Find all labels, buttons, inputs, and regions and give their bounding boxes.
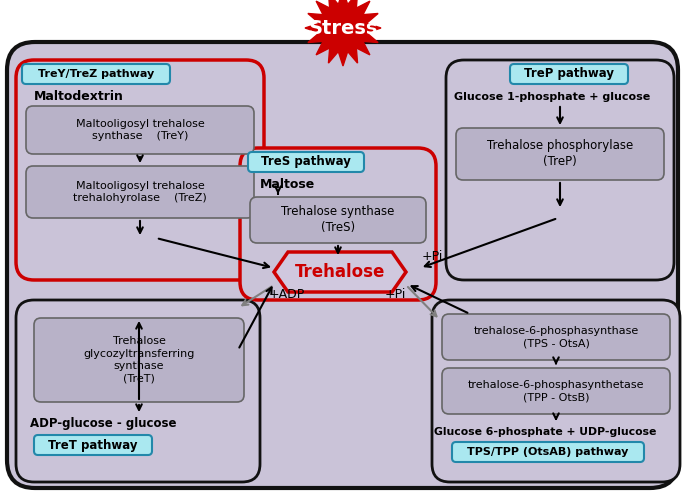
FancyBboxPatch shape <box>456 128 664 180</box>
Text: TreS pathway: TreS pathway <box>261 155 351 169</box>
FancyBboxPatch shape <box>442 314 670 360</box>
Text: Glucose 1-phosphate + glucose: Glucose 1-phosphate + glucose <box>454 92 650 102</box>
Text: Glucose 6-phosphate + UDP-glucose: Glucose 6-phosphate + UDP-glucose <box>434 427 656 437</box>
FancyBboxPatch shape <box>16 60 264 280</box>
FancyBboxPatch shape <box>446 60 674 280</box>
Text: Trehalose synthase
(TreS): Trehalose synthase (TreS) <box>282 206 395 235</box>
FancyBboxPatch shape <box>510 64 628 84</box>
FancyBboxPatch shape <box>22 64 170 84</box>
FancyBboxPatch shape <box>26 106 254 154</box>
Text: +Pi: +Pi <box>421 249 443 262</box>
Text: TreP pathway: TreP pathway <box>524 68 614 80</box>
Text: +ADP: +ADP <box>269 288 305 302</box>
Text: ADP-glucose - glucose: ADP-glucose - glucose <box>30 418 177 430</box>
Text: Trehalose
glycozyltransferring
synthase
(TreT): Trehalose glycozyltransferring synthase … <box>84 336 195 384</box>
Text: Maltooligosyl trehalose
synthase    (TreY): Maltooligosyl trehalose synthase (TreY) <box>75 119 204 141</box>
FancyBboxPatch shape <box>16 300 260 482</box>
FancyBboxPatch shape <box>34 318 244 402</box>
Text: TPS/TPP (OtsAB) pathway: TPS/TPP (OtsAB) pathway <box>467 447 629 457</box>
FancyBboxPatch shape <box>442 368 670 414</box>
FancyBboxPatch shape <box>240 148 436 300</box>
Text: Stress: Stress <box>308 19 377 37</box>
Polygon shape <box>274 252 406 292</box>
FancyBboxPatch shape <box>34 435 152 455</box>
FancyBboxPatch shape <box>248 152 364 172</box>
Text: +Pi: +Pi <box>384 288 406 302</box>
FancyBboxPatch shape <box>432 300 680 482</box>
Text: Maltooligosyl trehalose
trehalohyrolase    (TreZ): Maltooligosyl trehalose trehalohyrolase … <box>73 181 207 203</box>
Text: Trehalose phosphorylase
(TreP): Trehalose phosphorylase (TreP) <box>487 140 633 169</box>
FancyBboxPatch shape <box>250 197 426 243</box>
FancyBboxPatch shape <box>452 442 644 462</box>
Polygon shape <box>305 0 381 66</box>
Text: Maltose: Maltose <box>260 177 315 190</box>
Text: Trehalose: Trehalose <box>295 263 385 281</box>
Text: trehalose-6-phosphasynthase
(TPS - OtsA): trehalose-6-phosphasynthase (TPS - OtsA) <box>473 326 638 348</box>
FancyBboxPatch shape <box>7 42 678 488</box>
Text: Maltodextrin: Maltodextrin <box>34 91 124 104</box>
Text: TreT pathway: TreT pathway <box>48 438 138 452</box>
FancyBboxPatch shape <box>26 166 254 218</box>
Text: trehalose-6-phosphasynthetase
(TPP - OtsB): trehalose-6-phosphasynthetase (TPP - Ots… <box>468 380 645 402</box>
Text: TreY/TreZ pathway: TreY/TreZ pathway <box>38 69 154 79</box>
